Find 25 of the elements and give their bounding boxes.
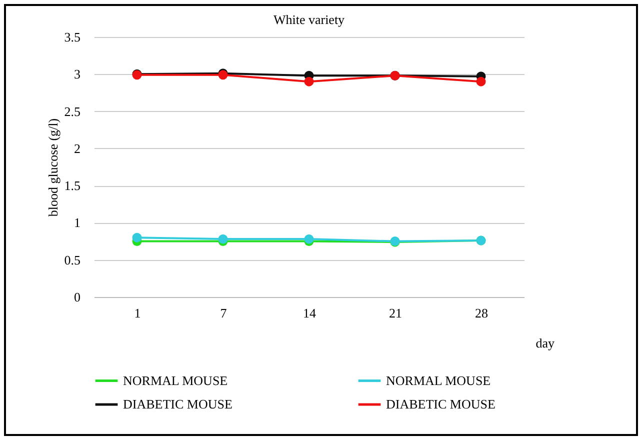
y-tick-label: 3 xyxy=(74,66,80,82)
y-tick-label: 0.5 xyxy=(64,252,80,268)
point xyxy=(476,76,486,86)
legend-label: DIABETIC MOUSE xyxy=(386,396,496,412)
point xyxy=(132,232,142,242)
y-tick-label: 2 xyxy=(74,140,80,156)
y-tick-label: 3.5 xyxy=(64,30,80,44)
point xyxy=(218,234,228,244)
y-axis-title: blood glucose (g/l) xyxy=(45,118,60,217)
y-tick-label: 1 xyxy=(74,215,80,230)
x-axis-title: day xyxy=(536,336,555,350)
legend-label: DIABETIC MOUSE xyxy=(123,396,232,412)
point xyxy=(304,76,314,86)
legend-label: NORMAL MOUSE xyxy=(386,372,491,388)
point xyxy=(304,234,314,244)
x-tick-label: 28 xyxy=(475,306,488,320)
y-tick-label: 0 xyxy=(74,290,80,304)
x-tick-label: 21 xyxy=(389,306,402,320)
y-tick-label: 1.5 xyxy=(64,178,80,194)
legend-label: NORMAL MOUSE xyxy=(123,372,228,388)
x-tick-label: 14 xyxy=(303,306,316,320)
x-tick-label: 1 xyxy=(134,306,141,320)
chart-title: White variety xyxy=(273,12,346,27)
y-tick-label: 2.5 xyxy=(64,104,80,119)
x-tick-label: 7 xyxy=(220,306,228,320)
